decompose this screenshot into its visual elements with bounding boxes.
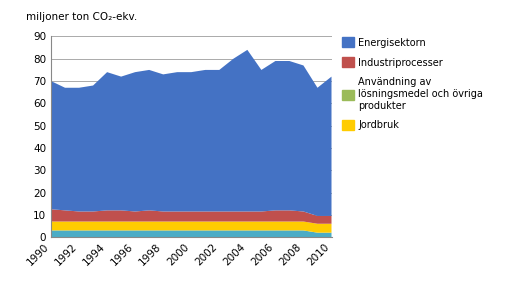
Legend: Energisektorn, Industriprocesser, Användning av
lösningsmedel och övriga
produkt: Energisektorn, Industriprocesser, Använd… (342, 37, 483, 130)
Text: miljoner ton CO₂-ekv.: miljoner ton CO₂-ekv. (26, 12, 137, 22)
